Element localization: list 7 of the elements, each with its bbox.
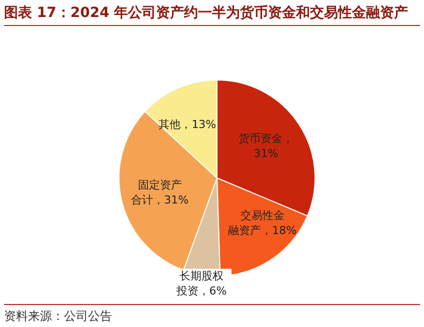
text: 资料来源：公司公告 xyxy=(4,304,420,325)
slice-label: 交易性金融资产，18% xyxy=(228,208,297,237)
slice-label: 固定资产合计，31% xyxy=(131,178,189,206)
slice-label: 货币资金，31% xyxy=(238,132,294,160)
chart-title: 图表 17：2024 年公司资产约一半为货币资金和交易性金融资产 xyxy=(4,4,420,26)
slice-label: 其他，13% xyxy=(158,118,216,132)
slice-label: 长期股权投资，6% xyxy=(175,269,227,298)
